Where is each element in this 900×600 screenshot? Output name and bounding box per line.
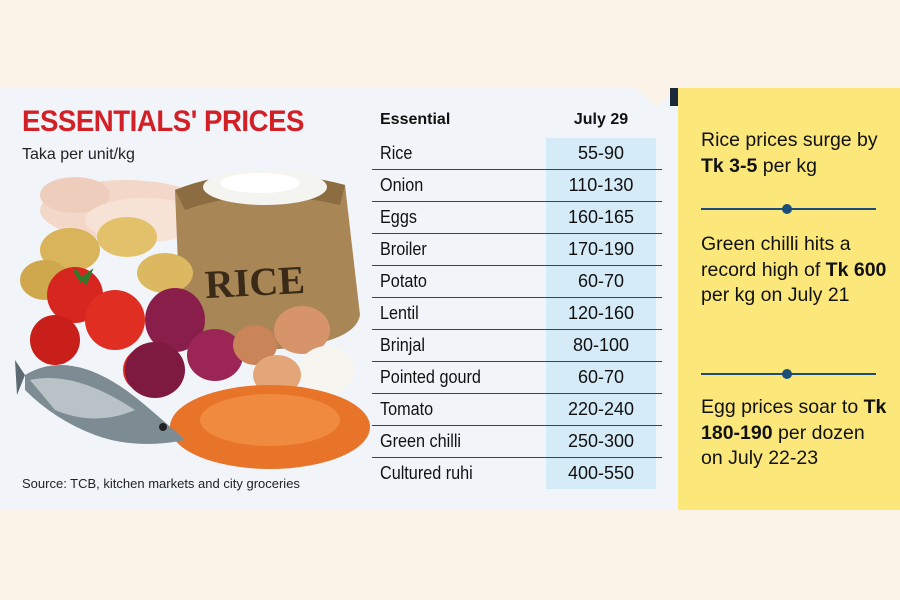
- table-row: Cultured ruhi 400-550: [372, 458, 662, 489]
- rice-sack-image: RICE: [175, 169, 360, 350]
- column-header-date: July 29: [573, 111, 629, 128]
- fish-image: [15, 360, 185, 444]
- note-rice-post: per kg: [762, 154, 817, 177]
- table-row: Lentil 120-160: [372, 298, 662, 330]
- item-name-cell: Potato: [380, 271, 427, 291]
- price-cell: 60-70: [546, 266, 656, 297]
- price-cell: 250-300: [546, 426, 656, 457]
- note-egg-pre: Egg prices soar to: [701, 396, 859, 418]
- divider-dot: [782, 204, 792, 214]
- price-cell: 55-90: [546, 138, 656, 169]
- note-chilli-value: Tk 600: [825, 258, 887, 281]
- sack-label: RICE: [204, 257, 306, 307]
- price-cell: 160-165: [546, 202, 656, 233]
- column-header-essential: Essential: [380, 111, 451, 128]
- onions-image: [125, 288, 243, 398]
- price-cell: 60-70: [546, 362, 656, 393]
- item-name-cell: Rice: [380, 143, 413, 163]
- table-row: Broiler 170-190: [372, 234, 662, 266]
- note-egg-value: Tk 180-190: [701, 396, 887, 444]
- source-note: Source: TCB, kitchen markets and city gr…: [22, 476, 300, 491]
- item-name-cell: Broiler: [380, 239, 427, 259]
- price-cell: 80-100: [546, 330, 656, 361]
- note-chilli: Green chilli hits a record high of Tk 60…: [701, 232, 891, 309]
- note-egg-post: per dozen on July 22-23: [701, 421, 865, 470]
- grocery-illustration: RICE: [15, 169, 370, 469]
- price-cell: 220-240: [546, 394, 656, 425]
- table-row: Onion 110-130: [372, 170, 662, 202]
- price-cell: 170-190: [546, 234, 656, 265]
- price-table: Rice 55-90 Onion 110-130 Eggs 160-165 Broiler 1…: [372, 138, 662, 489]
- table-row: Green chilli 250-300: [372, 426, 662, 458]
- chicken-image: [40, 177, 210, 242]
- potatoes-image: [20, 217, 193, 300]
- corner-fold: [635, 88, 679, 106]
- note-chilli-post: per kg on July 21: [701, 284, 850, 307]
- price-cell: 400-550: [546, 458, 656, 489]
- lentils-image: [170, 385, 370, 469]
- table-row: Brinjal 80-100: [372, 330, 662, 362]
- note-egg: Egg prices soar to Tk 180-190 per dozen …: [701, 395, 891, 472]
- eggs-image: [233, 306, 355, 395]
- table-row: Potato 60-70: [372, 266, 662, 298]
- item-name-cell: Tomato: [380, 399, 434, 419]
- table-row: Pointed gourd 60-70: [372, 362, 662, 394]
- table-row: Tomato 220-240: [372, 394, 662, 426]
- price-cell: 120-160: [546, 298, 656, 329]
- unit-subtitle: Taka per unit/kg: [22, 146, 135, 163]
- table-row: Rice 55-90: [372, 138, 662, 170]
- item-name-cell: Pointed gourd: [380, 367, 481, 387]
- corner-fold-shadow: [670, 88, 678, 106]
- item-name-cell: Lentil: [380, 303, 419, 323]
- item-name-cell: Onion: [380, 175, 424, 195]
- price-cell: 110-130: [546, 170, 656, 201]
- divider-dot: [782, 369, 792, 379]
- note-rice-value: Tk 3-5: [701, 154, 758, 177]
- item-name-cell: Cultured ruhi: [380, 463, 473, 483]
- item-name-cell: Eggs: [380, 207, 417, 227]
- note-rice-pre: Rice prices surge by: [701, 129, 878, 151]
- note-rice: Rice prices surge by Tk 3-5 per kg: [701, 128, 891, 179]
- highlights-sidebar: [678, 88, 900, 510]
- page-title: ESSENTIALS' PRICES: [22, 105, 305, 138]
- table-row: Eggs 160-165: [372, 202, 662, 234]
- item-name-cell: Green chilli: [380, 431, 462, 451]
- note-chilli-pre: Green chilli hits a record high of: [701, 233, 851, 281]
- item-name-cell: Brinjal: [380, 335, 426, 355]
